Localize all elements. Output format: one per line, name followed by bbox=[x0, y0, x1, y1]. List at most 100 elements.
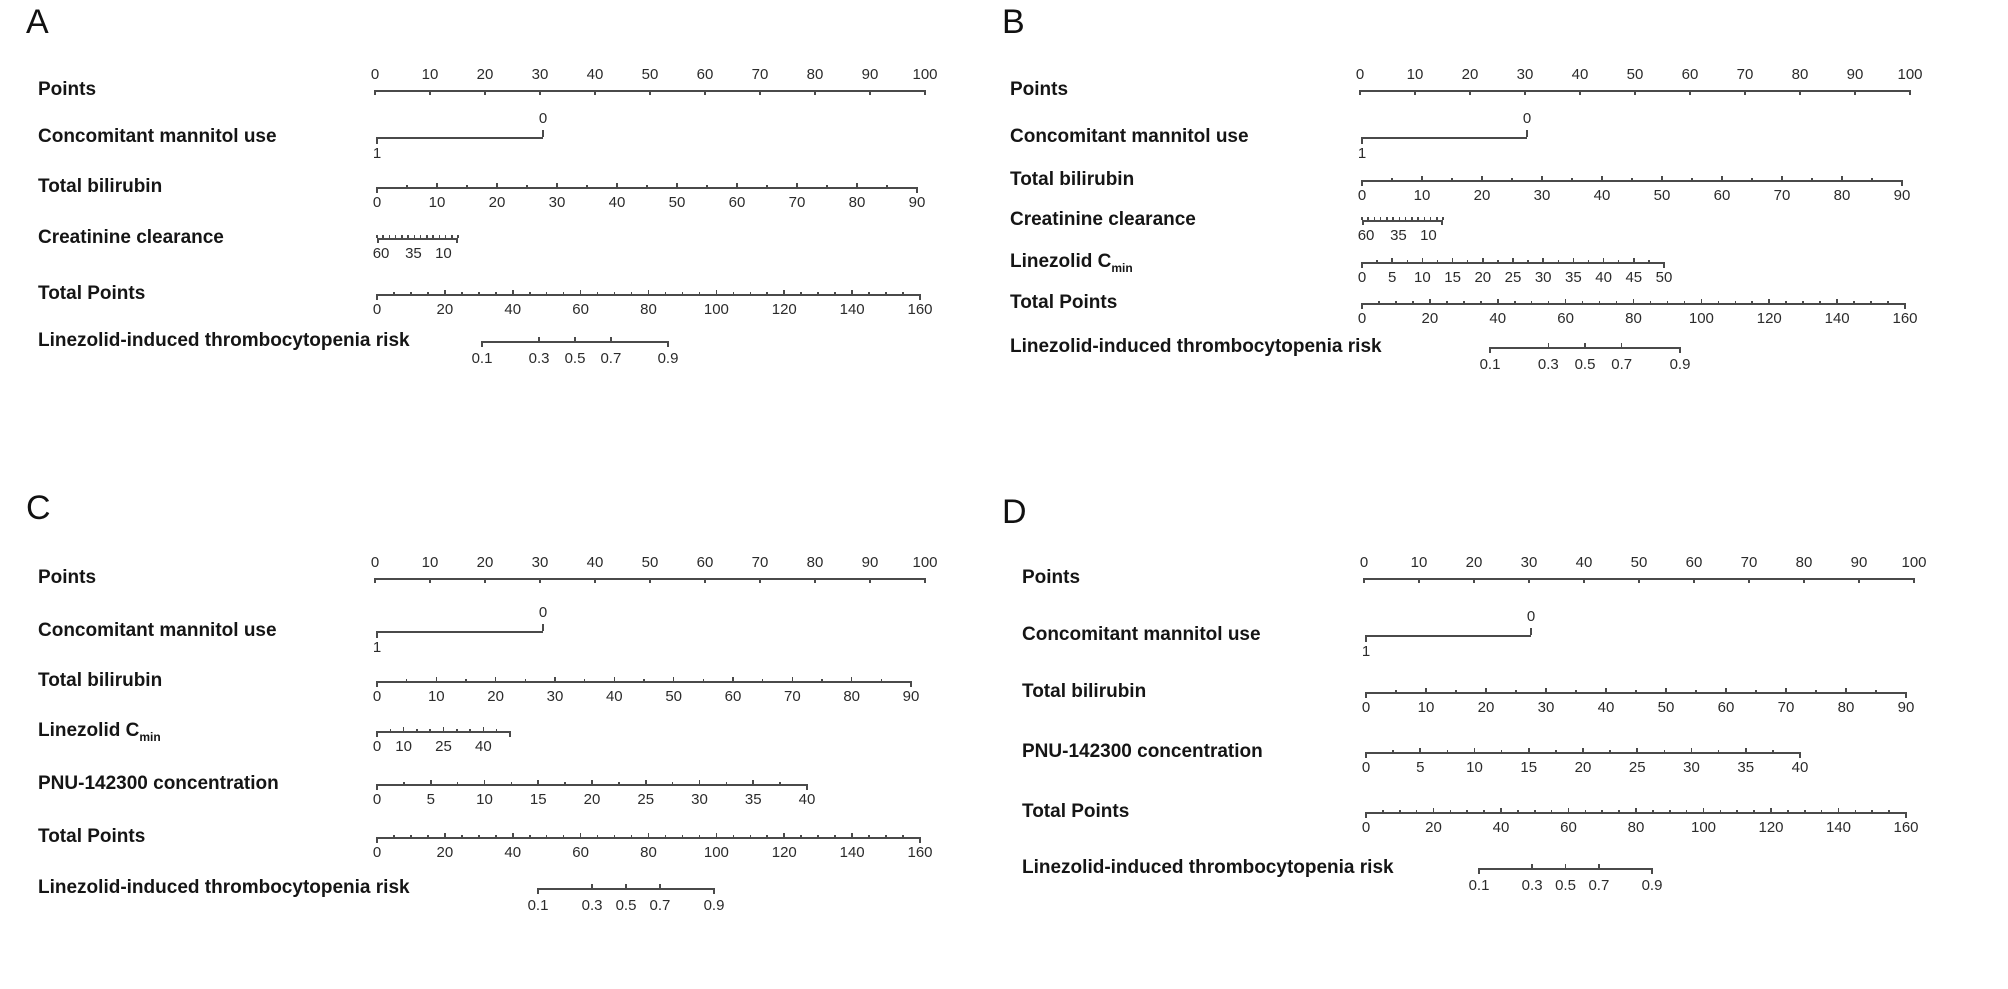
axis-tick bbox=[1451, 178, 1453, 180]
axis-line bbox=[377, 837, 920, 839]
axis-tick bbox=[715, 833, 718, 837]
axis-tick bbox=[1632, 299, 1635, 303]
axis-tick bbox=[635, 578, 638, 580]
axis-tick bbox=[1361, 262, 1363, 268]
axis-tick bbox=[745, 578, 748, 580]
axis-tick bbox=[1691, 178, 1693, 180]
axis-tick bbox=[1826, 90, 1829, 92]
axis-tick bbox=[1400, 90, 1403, 92]
tick-label: 70 bbox=[784, 688, 801, 705]
axis-tick bbox=[1390, 578, 1393, 580]
axis-tick bbox=[524, 679, 527, 681]
tick-label: 0.1 bbox=[1479, 356, 1501, 373]
tick-label: 20 bbox=[436, 844, 454, 861]
tick-label: 0 bbox=[538, 604, 548, 621]
axis-tick bbox=[1638, 578, 1640, 583]
axis-tick bbox=[1427, 90, 1430, 92]
axis-tick bbox=[1668, 810, 1671, 812]
axis-tick bbox=[1441, 90, 1444, 92]
axis-tick bbox=[772, 578, 775, 580]
axis-tick bbox=[814, 90, 816, 95]
axis-tick bbox=[1652, 810, 1654, 812]
axis-tick bbox=[880, 679, 883, 681]
axis-tick bbox=[382, 234, 385, 238]
row-label-text: Total Points bbox=[38, 283, 146, 304]
tick-label: 80 bbox=[848, 194, 866, 211]
row-label: Concomitant mannitol use bbox=[38, 124, 277, 150]
axis-tick bbox=[415, 578, 418, 580]
axis-tick bbox=[1565, 90, 1568, 92]
row-label-text: Linezolid-induced thrombocytopenia risk bbox=[38, 330, 410, 351]
tick-label: 30 bbox=[1516, 66, 1534, 83]
axis-tick bbox=[616, 183, 618, 187]
row-label: Linezolid-induced thrombocytopenia risk bbox=[38, 328, 410, 354]
tick-label: 10 bbox=[1414, 269, 1431, 286]
axis-tick bbox=[713, 888, 715, 894]
axis-tick bbox=[749, 292, 752, 294]
row-label: Total Points bbox=[38, 824, 145, 850]
row-label: Total bilirubin bbox=[1010, 167, 1134, 193]
axis-tick bbox=[1845, 688, 1847, 692]
axis-tick bbox=[1575, 690, 1577, 692]
axis-tick bbox=[676, 578, 679, 580]
axis-tick bbox=[732, 835, 735, 837]
tick-label: 45 bbox=[1625, 269, 1643, 286]
tick-label: 0.7 bbox=[1611, 356, 1633, 373]
tick-label: 60 bbox=[1557, 310, 1574, 327]
axis-line bbox=[1490, 347, 1680, 349]
tick-label: 10 bbox=[395, 738, 412, 755]
axis-tick bbox=[1647, 90, 1650, 92]
axis-tick bbox=[1415, 810, 1418, 812]
axis-tick bbox=[1482, 90, 1485, 92]
axis-tick bbox=[1365, 752, 1367, 758]
axis-tick bbox=[1771, 90, 1774, 92]
tick-label: 50 bbox=[665, 688, 683, 705]
row-label-text: PNU-142300 concentration bbox=[1022, 741, 1263, 762]
axis-tick bbox=[613, 677, 616, 681]
axis-tick bbox=[1365, 812, 1367, 818]
axis-tick bbox=[1513, 301, 1516, 303]
axis-tick bbox=[1445, 578, 1448, 580]
axis-tick bbox=[1429, 299, 1431, 303]
axis-tick bbox=[1721, 176, 1723, 180]
axis-tick bbox=[749, 835, 752, 837]
axis-tick bbox=[1579, 90, 1581, 95]
axis-tick bbox=[630, 835, 633, 837]
axis-tick bbox=[1412, 301, 1414, 303]
axis-tick bbox=[1451, 258, 1454, 262]
tick-label: 50 bbox=[668, 194, 686, 211]
axis-tick bbox=[851, 833, 853, 837]
axis-tick bbox=[1386, 90, 1389, 92]
tick-label: 10 bbox=[427, 688, 445, 705]
axis-tick bbox=[664, 835, 667, 837]
axis-tick bbox=[610, 337, 612, 341]
axis-tick bbox=[1853, 301, 1855, 303]
axis-tick bbox=[1392, 216, 1394, 220]
axis-tick bbox=[1425, 688, 1427, 692]
tick-label: 160 bbox=[1892, 310, 1918, 327]
tick-label: 40 bbox=[1791, 759, 1809, 776]
axis-tick bbox=[868, 835, 870, 837]
axis-tick bbox=[1446, 301, 1448, 303]
axis-tick bbox=[715, 290, 718, 294]
row-label: Concomitant mannitol use bbox=[1022, 622, 1261, 648]
axis-tick bbox=[1757, 90, 1760, 92]
axis-tick bbox=[827, 90, 830, 92]
tick-label: 0.5 bbox=[1555, 877, 1576, 894]
axis-tick bbox=[429, 780, 432, 784]
tick-label: 80 bbox=[1791, 66, 1809, 83]
axis-tick bbox=[580, 578, 583, 580]
tick-label: 15 bbox=[1444, 269, 1461, 286]
axis-tick bbox=[1395, 690, 1397, 692]
axis-tick bbox=[478, 292, 480, 294]
axis-tick bbox=[1547, 343, 1550, 347]
tick-label: 60 bbox=[1357, 227, 1375, 244]
axis-tick bbox=[1736, 810, 1739, 812]
axis-line bbox=[377, 631, 543, 633]
tick-label: 100 bbox=[1897, 66, 1923, 83]
axis-line bbox=[377, 238, 458, 240]
axis-tick bbox=[1373, 216, 1376, 220]
axis-tick bbox=[528, 835, 531, 837]
axis-line bbox=[482, 341, 668, 343]
